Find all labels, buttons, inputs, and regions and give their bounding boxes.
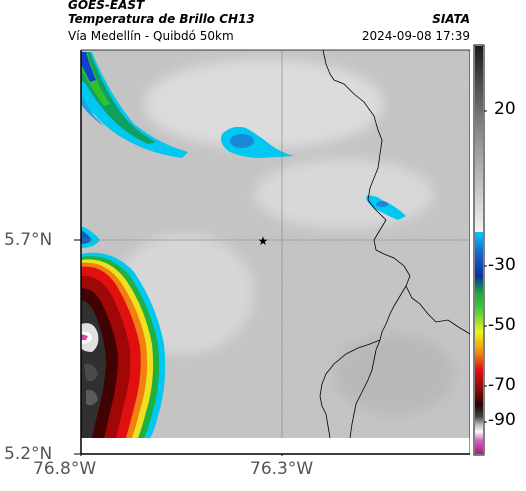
lat-label-1: 5.7°N	[4, 230, 53, 250]
datetime-label: 2024-09-08 17:39	[361, 29, 470, 43]
storm-cell	[81, 252, 166, 438]
colorbar-tick-minus70: -70	[488, 375, 516, 395]
lat-label-2: 5.2°N	[4, 444, 53, 464]
colorbar-tick-20: 20	[494, 99, 516, 119]
product-title: Temperatura de Brillo CH13	[68, 12, 255, 26]
colorbar	[473, 44, 487, 456]
gridlines	[81, 50, 470, 438]
axis-frame	[74, 49, 470, 456]
cold-cloud-right	[366, 195, 406, 220]
org-label: SIATA	[432, 12, 470, 26]
region-label: Vía Medellín - Quibdó 50km	[68, 29, 234, 43]
lon-label-2: 76.3°W	[250, 459, 314, 479]
colorbar-tick-minus90: -90	[488, 410, 516, 430]
star-marker: ★	[258, 234, 269, 248]
cold-cloud-center	[221, 126, 294, 158]
boundary-lines	[319, 49, 470, 439]
cold-cloud-topleft	[81, 52, 188, 158]
colorbar-tick-minus50: -50	[488, 315, 516, 335]
satellite-map: ★	[64, 44, 470, 456]
lon-label-1: 76.8°W	[33, 459, 97, 479]
cold-cloud-leftedge	[81, 226, 100, 248]
colorbar-tick-minus30: -30	[488, 255, 516, 275]
satellite-title: GOES-EAST	[68, 0, 145, 12]
